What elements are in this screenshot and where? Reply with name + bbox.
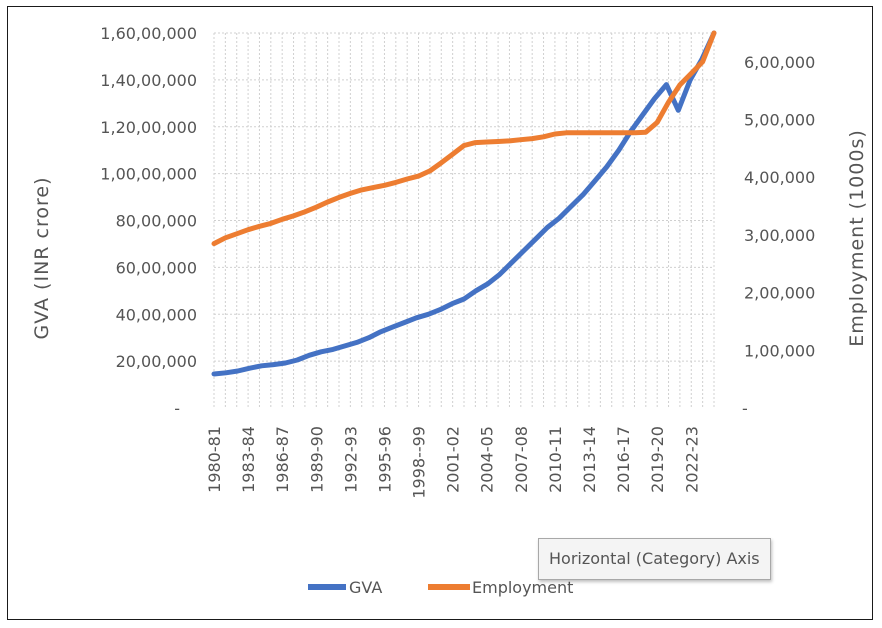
y-tick-label: - <box>174 399 180 418</box>
grid <box>213 32 715 408</box>
legend: GVA Employment <box>308 578 573 597</box>
y2-tick-label: 6,00,000 <box>744 53 815 72</box>
y-tick-label: 20,00,000 <box>116 352 197 371</box>
x-tick-label: 2013-14 <box>580 426 599 493</box>
y2-axis-title: Employment (1000s) <box>846 129 868 347</box>
x-tick-label: 1986-87 <box>273 426 292 493</box>
x-tick-label: 2004-05 <box>478 426 497 493</box>
y-tick-label: 1,40,00,000 <box>100 71 197 90</box>
y-tick-label: 1,00,00,000 <box>100 165 197 184</box>
y-axis-title: GVA (INR crore) <box>31 177 53 340</box>
x-tick-label: 2016-17 <box>614 426 633 493</box>
y2-tick-label: 4,00,000 <box>744 168 815 187</box>
x-tick-label: 1983-84 <box>239 426 258 493</box>
x-tick-label: 2001-02 <box>444 426 463 493</box>
legend-label-gva: GVA <box>349 578 382 597</box>
x-tick-label: 2007-08 <box>512 426 531 493</box>
legend-label-employment: Employment <box>472 578 573 597</box>
y-tick-label: 1,60,00,000 <box>100 24 197 43</box>
y-tick-label: 1,20,00,000 <box>100 118 197 137</box>
x-tick-label: 2019-20 <box>648 426 667 493</box>
x-tick-label: 2010-11 <box>546 426 565 493</box>
y2-tick-label: 2,00,000 <box>744 284 815 303</box>
x-tick-label: 1998--99 <box>410 426 429 499</box>
chart-frame <box>7 6 873 620</box>
x-axis-ticks: 1980-81 1983-84 1986-87 1989-90 1992-93 1995-… <box>205 426 701 499</box>
y2-tick-label: 1,00,000 <box>744 341 815 360</box>
series-line-employment <box>211 30 717 247</box>
y-axis-ticks: - 20,00,000 40,00,000 60,00,000 80,00,000 1,0… <box>100 24 197 418</box>
x-tick-label: 1989-90 <box>307 426 326 493</box>
x-tick-label: 1980-81 <box>205 426 224 493</box>
y-tick-label: 40,00,000 <box>116 305 197 324</box>
x-tick-label: 1995-96 <box>375 426 394 493</box>
y2-tick-label: 5,00,000 <box>744 111 815 130</box>
x-tick-label: 2022-23 <box>682 426 701 493</box>
y2-axis-ticks: - 1,00,000 2,00,000 3,00,000 4,00,000 5,00,00… <box>742 53 815 418</box>
y2-tick-label: 3,00,000 <box>744 226 815 245</box>
y-tick-label: 60,00,000 <box>116 258 197 277</box>
x-tick-label: 1992-93 <box>341 426 360 493</box>
y2-tick-label: - <box>742 399 748 418</box>
y-tick-label: 80,00,000 <box>116 212 197 231</box>
axis-tooltip: Horizontal (Category) Axis <box>538 538 771 580</box>
series-group <box>211 30 717 377</box>
